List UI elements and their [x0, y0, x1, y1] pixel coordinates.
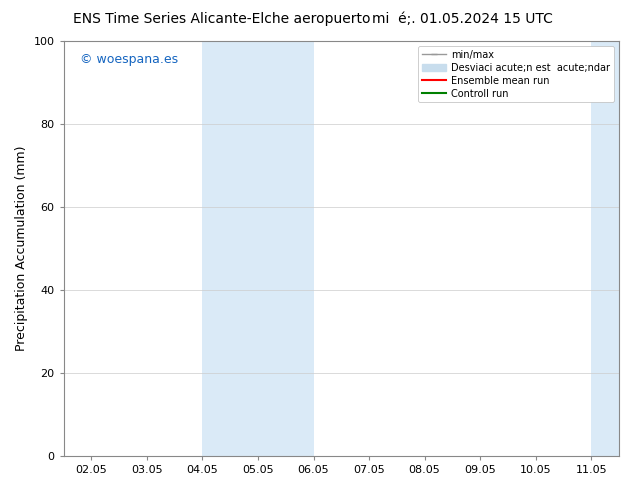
- Text: mi  é;. 01.05.2024 15 UTC: mi é;. 01.05.2024 15 UTC: [372, 12, 553, 26]
- Legend: min/max, Desviaci acute;n est  acute;ndar, Ensemble mean run, Controll run: min/max, Desviaci acute;n est acute;ndar…: [418, 46, 614, 102]
- Y-axis label: Precipitation Accumulation (mm): Precipitation Accumulation (mm): [15, 146, 28, 351]
- Bar: [592, 41, 619, 456]
- Bar: [202, 41, 314, 456]
- Text: ENS Time Series Alicante-Elche aeropuerto: ENS Time Series Alicante-Elche aeropuert…: [73, 12, 371, 26]
- Text: © woespana.es: © woespana.es: [81, 53, 178, 67]
